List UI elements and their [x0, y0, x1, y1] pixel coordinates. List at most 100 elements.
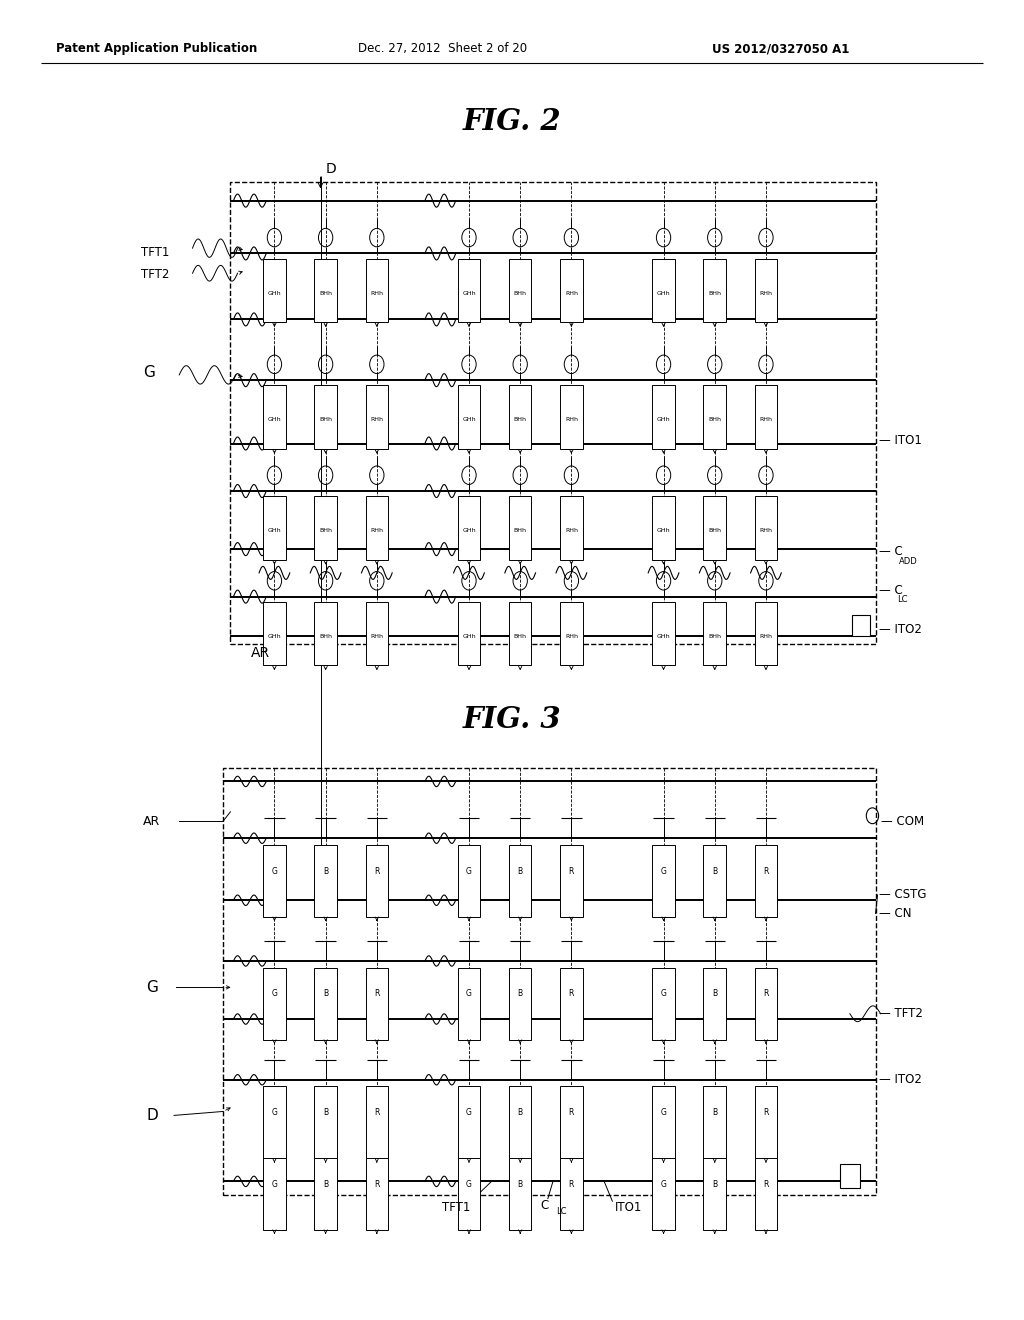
Text: R: R [568, 867, 574, 875]
Polygon shape [560, 385, 583, 449]
Text: G: G [660, 990, 667, 998]
Polygon shape [509, 602, 531, 665]
Text: R: R [568, 1180, 574, 1188]
Polygon shape [366, 1158, 388, 1230]
Polygon shape [755, 385, 777, 449]
Polygon shape [755, 259, 777, 322]
Polygon shape [263, 1086, 286, 1159]
Polygon shape [458, 1086, 480, 1159]
Polygon shape [458, 845, 480, 917]
Text: B: B [712, 990, 718, 998]
Polygon shape [509, 845, 531, 917]
Text: BHh: BHh [319, 528, 332, 533]
Text: — ITO1: — ITO1 [879, 434, 922, 447]
Polygon shape [509, 1158, 531, 1230]
Polygon shape [314, 1086, 337, 1159]
Text: GHh: GHh [462, 528, 476, 533]
Polygon shape [314, 385, 337, 449]
Text: G: G [143, 364, 156, 380]
Text: R: R [763, 1180, 769, 1188]
Text: D: D [326, 162, 336, 176]
Polygon shape [703, 1158, 726, 1230]
Text: R: R [763, 990, 769, 998]
Text: — C: — C [879, 545, 902, 558]
Polygon shape [703, 1086, 726, 1159]
Polygon shape [509, 1086, 531, 1159]
Text: RHh: RHh [565, 528, 578, 533]
Polygon shape [263, 385, 286, 449]
Polygon shape [458, 385, 480, 449]
Polygon shape [703, 968, 726, 1040]
Polygon shape [366, 845, 388, 917]
Text: BHh: BHh [319, 417, 332, 422]
Text: BHh: BHh [514, 290, 526, 296]
Text: RHh: RHh [371, 528, 383, 533]
Polygon shape [852, 615, 870, 636]
Text: G: G [271, 1109, 278, 1117]
Polygon shape [652, 1086, 675, 1159]
Text: D: D [146, 1107, 158, 1123]
Text: R: R [763, 867, 769, 875]
Text: — CSTG: — CSTG [879, 888, 926, 902]
Text: R: R [374, 990, 380, 998]
Polygon shape [652, 259, 675, 322]
Text: Dec. 27, 2012  Sheet 2 of 20: Dec. 27, 2012 Sheet 2 of 20 [358, 42, 527, 55]
Polygon shape [458, 1158, 480, 1230]
Text: RHh: RHh [760, 528, 772, 533]
Text: LC: LC [556, 1208, 566, 1216]
Polygon shape [652, 968, 675, 1040]
Text: LC: LC [897, 595, 907, 603]
Text: — C: — C [879, 583, 902, 597]
Text: R: R [763, 1109, 769, 1117]
Text: B: B [323, 867, 329, 875]
Text: BHh: BHh [514, 528, 526, 533]
Text: GHh: GHh [462, 290, 476, 296]
Polygon shape [458, 602, 480, 665]
Polygon shape [366, 1086, 388, 1159]
Polygon shape [509, 968, 531, 1040]
Text: G: G [660, 867, 667, 875]
Polygon shape [509, 385, 531, 449]
Text: RHh: RHh [565, 290, 578, 296]
Text: TFT2: TFT2 [141, 268, 170, 281]
Text: RHh: RHh [565, 417, 578, 422]
Polygon shape [263, 496, 286, 560]
Polygon shape [263, 602, 286, 665]
Text: G: G [466, 867, 472, 875]
Polygon shape [366, 968, 388, 1040]
Polygon shape [560, 259, 583, 322]
Text: BHh: BHh [319, 634, 332, 639]
Polygon shape [263, 968, 286, 1040]
Polygon shape [755, 845, 777, 917]
Text: BHh: BHh [514, 417, 526, 422]
Text: GHh: GHh [656, 290, 671, 296]
Text: B: B [323, 1109, 329, 1117]
Text: B: B [517, 867, 523, 875]
Polygon shape [366, 602, 388, 665]
Polygon shape [560, 1086, 583, 1159]
Text: G: G [271, 1180, 278, 1188]
Text: AR: AR [251, 647, 270, 660]
Polygon shape [314, 259, 337, 322]
Polygon shape [314, 1158, 337, 1230]
Text: — TFT2: — TFT2 [879, 1007, 923, 1020]
Text: GHh: GHh [656, 528, 671, 533]
Text: GHh: GHh [267, 528, 282, 533]
Polygon shape [560, 1158, 583, 1230]
Text: RHh: RHh [371, 634, 383, 639]
Polygon shape [314, 968, 337, 1040]
Text: C: C [541, 1199, 549, 1212]
Polygon shape [509, 496, 531, 560]
Text: B: B [517, 1180, 523, 1188]
Text: TFT1: TFT1 [141, 246, 170, 259]
Text: ADD: ADD [899, 557, 918, 565]
Polygon shape [560, 602, 583, 665]
Text: RHh: RHh [371, 417, 383, 422]
Polygon shape [703, 385, 726, 449]
Text: BHh: BHh [709, 634, 721, 639]
Text: G: G [146, 979, 159, 995]
Text: B: B [712, 867, 718, 875]
Polygon shape [755, 1158, 777, 1230]
Polygon shape [703, 602, 726, 665]
Text: G: G [271, 990, 278, 998]
